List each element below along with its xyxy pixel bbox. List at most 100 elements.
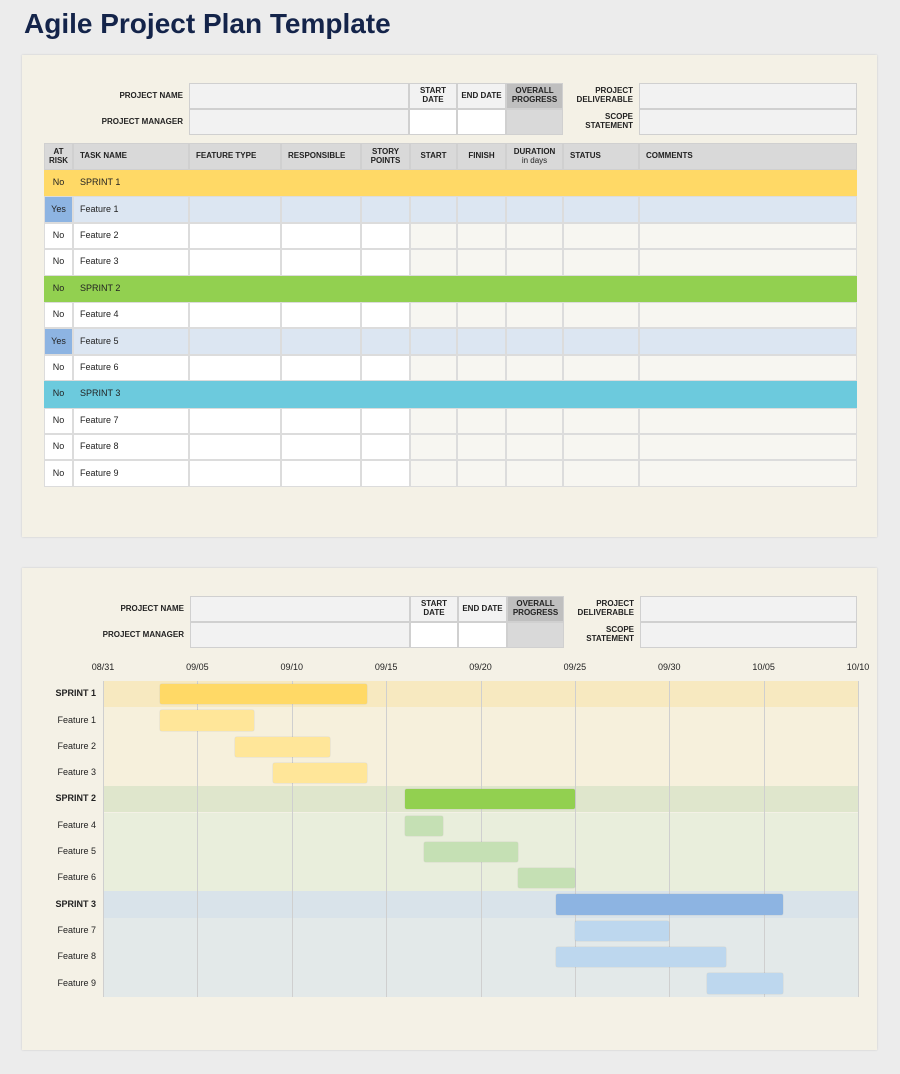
label: PROJECT NAME bbox=[119, 90, 183, 100]
cell bbox=[639, 328, 857, 355]
input bbox=[457, 109, 506, 135]
input bbox=[190, 596, 410, 622]
at-risk-cell: No bbox=[44, 434, 73, 461]
cell bbox=[189, 407, 281, 434]
column-header: FEATURE TYPE bbox=[189, 143, 281, 170]
cell bbox=[281, 381, 361, 408]
cell bbox=[506, 170, 563, 197]
column-header: STORY POINTS bbox=[361, 143, 410, 170]
cell bbox=[457, 302, 506, 329]
gantt-bar bbox=[159, 710, 254, 731]
grid-line bbox=[386, 681, 388, 997]
at-risk-cell: No bbox=[44, 302, 73, 329]
gantt-bar bbox=[159, 684, 368, 705]
cell bbox=[410, 275, 457, 302]
cell bbox=[410, 222, 457, 250]
column-header: START bbox=[410, 143, 457, 170]
cell bbox=[410, 460, 457, 487]
cell bbox=[639, 407, 857, 434]
at-risk-cell: Yes bbox=[44, 328, 73, 355]
feature-label: Feature 3 bbox=[57, 767, 96, 778]
sprint-label: SPRINT 2 bbox=[55, 793, 96, 804]
label: PROJECT NAME bbox=[120, 603, 184, 613]
cell bbox=[506, 302, 563, 329]
cell bbox=[281, 460, 361, 487]
gantt-bar bbox=[556, 947, 726, 968]
at-risk-cell: No bbox=[44, 222, 73, 250]
at-risk-cell: No bbox=[44, 275, 73, 302]
at-risk-cell: No bbox=[44, 170, 73, 197]
cell bbox=[281, 249, 361, 276]
x-tick-label: 09/15 bbox=[374, 662, 398, 673]
gantt-bar bbox=[574, 920, 670, 941]
grid-line bbox=[574, 681, 576, 997]
cell bbox=[506, 249, 563, 276]
cell bbox=[639, 170, 857, 197]
cell bbox=[189, 249, 281, 276]
cell bbox=[189, 275, 281, 302]
cell bbox=[410, 302, 457, 329]
label: SCOPE STATEMENT bbox=[585, 112, 633, 130]
column-header: TASK NAME bbox=[73, 143, 189, 170]
at-risk-cell: Yes bbox=[44, 196, 73, 223]
task-cell: Feature 5 bbox=[73, 328, 189, 355]
cell bbox=[563, 328, 639, 355]
x-tick-label: 09/05 bbox=[186, 662, 209, 673]
cell bbox=[281, 222, 361, 250]
grid-line bbox=[480, 681, 482, 997]
task-cell: SPRINT 3 bbox=[73, 381, 189, 408]
column-header: DURATION in days bbox=[506, 143, 563, 170]
cell bbox=[639, 275, 857, 302]
label: PROJECT MANAGER bbox=[102, 629, 184, 639]
cell bbox=[506, 407, 563, 434]
task-cell: Feature 7 bbox=[73, 407, 189, 434]
cell bbox=[361, 328, 410, 355]
cell bbox=[281, 170, 361, 197]
cell bbox=[189, 434, 281, 461]
feature-label: Feature 4 bbox=[57, 819, 96, 830]
cell bbox=[361, 222, 410, 250]
feature-label: Feature 5 bbox=[57, 846, 96, 856]
feature-label: Feature 8 bbox=[57, 951, 96, 962]
cell bbox=[189, 222, 281, 250]
cell bbox=[563, 196, 639, 223]
feature-label: Feature 9 bbox=[57, 977, 96, 988]
gantt-bar bbox=[272, 762, 368, 784]
cell bbox=[506, 354, 563, 382]
x-tick-label: 09/30 bbox=[657, 662, 681, 673]
cell bbox=[281, 275, 361, 302]
task-cell: Feature 8 bbox=[73, 434, 189, 461]
column-header: RESPONSIBLE bbox=[281, 143, 361, 170]
cell bbox=[639, 302, 857, 329]
column-header: FINISH bbox=[457, 143, 506, 170]
cell bbox=[639, 249, 857, 276]
cell bbox=[457, 381, 506, 408]
x-tick-label: 09/25 bbox=[563, 662, 587, 673]
cell bbox=[506, 434, 563, 461]
header-cell: START DATE bbox=[410, 596, 458, 622]
input bbox=[189, 83, 409, 109]
cell bbox=[361, 275, 410, 302]
cell bbox=[563, 354, 639, 382]
at-risk-cell: No bbox=[44, 407, 73, 434]
header-cell: OVERALL PROGRESS bbox=[507, 596, 564, 622]
cell bbox=[506, 381, 563, 408]
cell bbox=[410, 381, 457, 408]
task-cell: SPRINT 1 bbox=[73, 170, 189, 197]
sprint-label: SPRINT 3 bbox=[55, 898, 96, 909]
gantt-bar bbox=[405, 815, 443, 836]
column-header: COMMENTS bbox=[639, 143, 857, 170]
feature-label: Feature 6 bbox=[57, 872, 96, 883]
column-header: AT RISK bbox=[44, 143, 73, 170]
cell bbox=[457, 354, 506, 382]
gantt-bar bbox=[423, 841, 519, 863]
cell bbox=[506, 222, 563, 250]
cell bbox=[457, 222, 506, 250]
input bbox=[640, 596, 857, 622]
cell bbox=[189, 328, 281, 355]
task-cell: Feature 9 bbox=[73, 460, 189, 487]
cell bbox=[457, 196, 506, 223]
task-cell: Feature 4 bbox=[73, 302, 189, 329]
input bbox=[507, 622, 564, 648]
cell bbox=[506, 196, 563, 223]
